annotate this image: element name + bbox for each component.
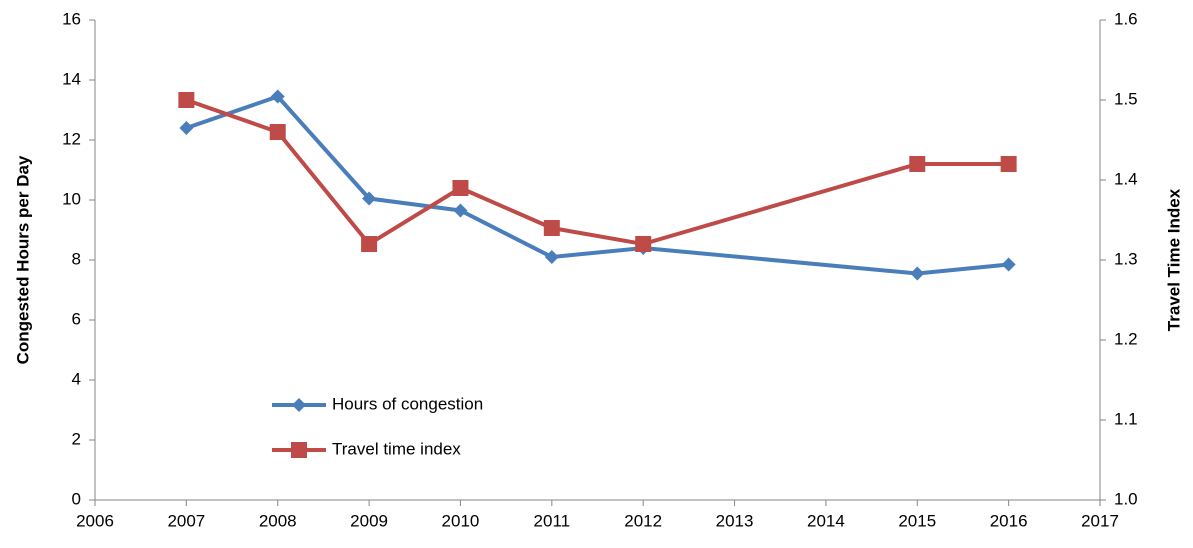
legend-marker: [291, 442, 307, 458]
data-point: [362, 191, 377, 206]
x-tick-label: 2016: [990, 511, 1028, 530]
x-tick-label: 2011: [534, 511, 571, 530]
data-point: [909, 156, 926, 172]
x-tick-label: 2006: [76, 511, 114, 530]
y-tick-label: 16: [62, 9, 81, 28]
data-point: [361, 236, 378, 252]
y2-tick-label: 1.5: [1114, 89, 1138, 108]
data-point: [269, 124, 286, 140]
y2-tick-label: 1.4: [1114, 169, 1138, 188]
y2-tick-label: 1.2: [1114, 329, 1138, 348]
y-tick-label: 10: [62, 189, 81, 208]
y2-tick-label: 1.6: [1114, 9, 1138, 28]
data-point: [453, 203, 468, 218]
x-tick-label: 2009: [350, 511, 388, 530]
y-tick-label: 6: [72, 309, 81, 328]
x-tick-label: 2015: [898, 511, 936, 530]
data-point: [452, 180, 469, 196]
series-line: [185, 98, 1009, 246]
data-point: [270, 89, 285, 104]
y2-tick-label: 1.3: [1114, 249, 1138, 268]
legend-marker: [292, 398, 306, 412]
series-line: [185, 94, 1009, 276]
data-point: [1001, 257, 1016, 272]
x-tick-label: 2010: [442, 511, 480, 530]
y-tick-label: 14: [62, 69, 81, 88]
data-point: [635, 236, 652, 252]
data-point: [544, 250, 559, 264]
legend-label: Hours of congestion: [332, 394, 483, 413]
y2-tick-label: 1.1: [1114, 409, 1138, 428]
x-tick-label: 2013: [716, 511, 754, 530]
data-point: [910, 266, 925, 281]
y-tick-label: 2: [72, 429, 81, 448]
x-tick-label: 2017: [1081, 511, 1119, 530]
x-tick-label: 2014: [807, 511, 845, 530]
y-axis-title: Congested Hours per Day: [13, 155, 32, 364]
data-point: [1000, 156, 1017, 172]
y2-axis-title: Travel Time Index: [1164, 188, 1183, 331]
x-tick-label: 2012: [624, 511, 662, 530]
x-tick-label: 2007: [167, 511, 205, 530]
y-tick-label: 0: [72, 489, 81, 508]
legend-label: Travel time index: [332, 439, 461, 458]
x-tick-label: 2008: [259, 511, 297, 530]
data-point: [178, 92, 195, 108]
y2-tick-label: 1.0: [1114, 489, 1138, 508]
y-tick-label: 12: [62, 129, 81, 148]
data-point: [543, 220, 560, 236]
data-point: [179, 121, 194, 135]
y-tick-label: 4: [72, 369, 81, 388]
y-tick-label: 8: [72, 249, 81, 268]
